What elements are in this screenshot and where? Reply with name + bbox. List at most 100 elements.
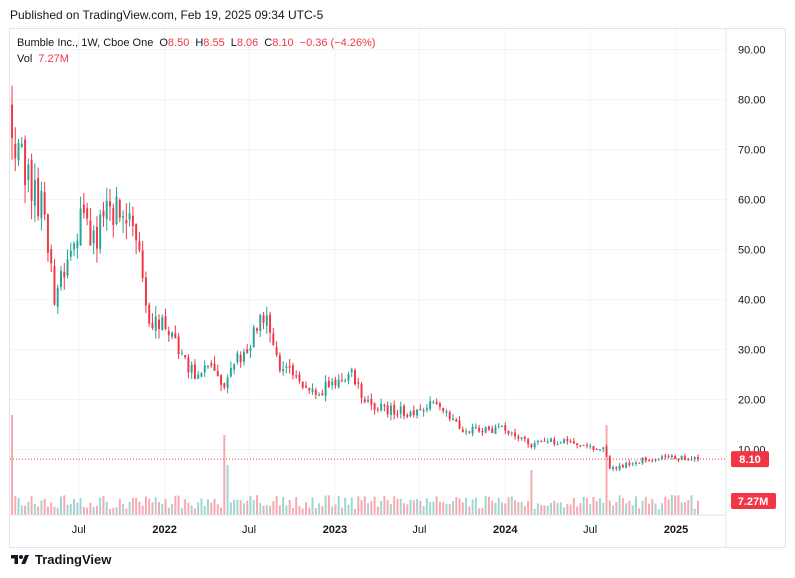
volume-bar [334, 504, 337, 515]
candle-body [239, 355, 242, 363]
candle-body [533, 442, 536, 448]
candle-body [30, 159, 33, 201]
tradingview-logo-icon [11, 554, 29, 564]
volume-bar [164, 498, 167, 515]
volume-bar [546, 505, 549, 515]
volume-bar [327, 495, 330, 515]
volume-bar [448, 503, 451, 515]
candle-body [60, 270, 62, 287]
candle-body [340, 380, 343, 382]
candle-body [216, 371, 219, 377]
volume-bar [527, 500, 530, 515]
x-tick-label: 2023 [323, 524, 347, 536]
volume-bar [79, 498, 82, 515]
volume-bar [291, 508, 294, 515]
candle-body [461, 429, 464, 433]
volume-bar [572, 498, 575, 515]
legend: Bumble Inc., 1W, Cboe One O8.50 H8.55 L8.06… [17, 35, 375, 67]
volume-bar [200, 498, 203, 515]
volume-bar [252, 500, 255, 515]
candle-body [621, 465, 624, 468]
candle-body [233, 364, 236, 370]
volume-bar [20, 505, 23, 515]
candle-body [556, 444, 559, 446]
y-tick-label: 80.00 [738, 95, 766, 107]
candle-body [242, 351, 245, 362]
candle-body [465, 431, 468, 433]
volume-bar [484, 496, 487, 515]
candle-body [540, 441, 543, 443]
candle-body [664, 455, 667, 457]
volume-bar [543, 505, 546, 515]
footer-brand-text: TradingView [35, 552, 112, 567]
candle-body [337, 379, 340, 388]
candle-body [27, 164, 30, 181]
volume-bar [43, 498, 46, 515]
volume-bar [213, 498, 216, 515]
volume-bar [226, 465, 229, 515]
candle-body [311, 388, 314, 392]
candle-body [631, 463, 634, 465]
candle-body [546, 441, 549, 443]
candle-body [458, 420, 461, 429]
volume-bar [321, 506, 324, 515]
volume-bar [11, 415, 13, 515]
volume-bar [667, 499, 670, 515]
volume-bar [429, 502, 432, 515]
candle-body [128, 213, 131, 220]
volume-bar [386, 500, 389, 515]
volume-bar [438, 501, 441, 515]
y-tick-label: 30.00 [738, 345, 766, 357]
candle-body [210, 363, 213, 366]
volume-bar [697, 500, 699, 515]
volume-bar [158, 501, 160, 515]
candle-body [445, 411, 448, 413]
candle-body [661, 456, 664, 459]
volume-bar [376, 506, 379, 515]
candle-body [223, 383, 226, 388]
volume-bar [599, 498, 601, 515]
candle-body [536, 440, 539, 443]
candle-body [520, 437, 523, 439]
candle-body [177, 336, 180, 355]
volume-bar [337, 496, 340, 515]
volume-bar [102, 495, 105, 515]
volume-bar [184, 499, 187, 515]
candle-body [200, 373, 203, 377]
candle-body [334, 379, 337, 386]
volume-bar [612, 505, 615, 515]
volume-bar [585, 498, 588, 515]
volume-bar [131, 497, 134, 515]
volume-bar [690, 495, 693, 515]
footer-brand[interactable]: TradingView [10, 552, 111, 567]
candle-body [641, 457, 644, 464]
candle-body [514, 432, 517, 437]
volume-bar [595, 501, 598, 515]
volume-bar [628, 500, 631, 515]
candle-body [409, 411, 412, 417]
volume-bar [144, 496, 147, 515]
volume-bar [360, 500, 363, 515]
volume-bar [193, 508, 196, 515]
candle-body [523, 436, 526, 439]
candle-body [595, 448, 598, 450]
candle-body [141, 250, 144, 279]
legend-symbol[interactable]: Bumble Inc., 1W, Cboe One [17, 37, 154, 49]
candle-body [416, 409, 419, 416]
candle-body [20, 143, 23, 148]
candle-body [634, 462, 637, 464]
volume-bar [125, 508, 128, 515]
candle-body [50, 249, 53, 264]
candle-body [33, 180, 36, 206]
volume-bar [89, 502, 92, 515]
volume-bar [693, 508, 696, 515]
candle-body [207, 365, 209, 368]
candle-body [491, 428, 494, 433]
volume-bar [115, 507, 118, 515]
candle-body [246, 349, 249, 353]
y-tick-label: 40.00 [738, 295, 766, 307]
legend-low-value: 8.06 [236, 37, 259, 49]
candle-body [122, 216, 125, 218]
candles [11, 85, 699, 472]
